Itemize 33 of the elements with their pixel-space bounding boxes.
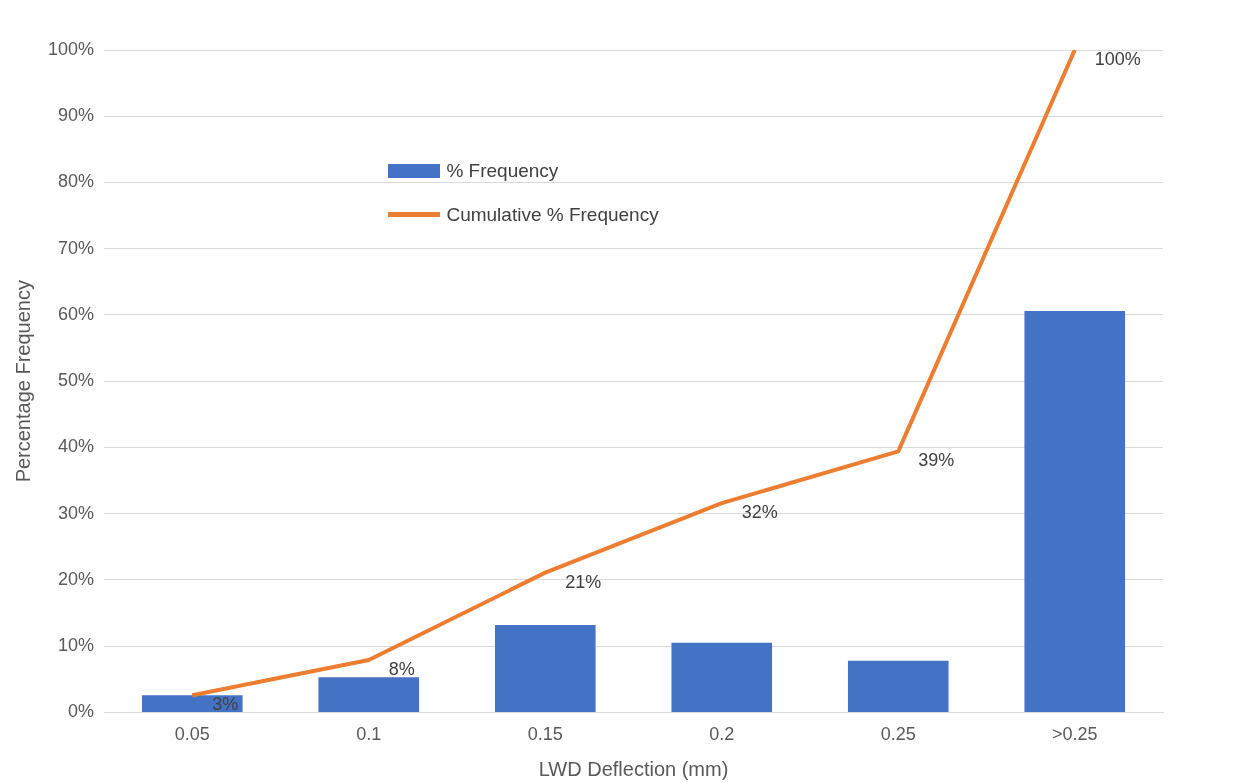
y-tick-label: 30% (58, 502, 95, 523)
y-tick-label: 90% (58, 105, 95, 126)
x-tick-label: 0.25 (880, 724, 916, 745)
data-label: 39% (918, 450, 955, 471)
legend-label: % Frequency (446, 159, 559, 182)
y-tick-label: 80% (58, 171, 95, 192)
data-label: 3% (212, 694, 239, 715)
x-tick-label: 0.15 (527, 724, 563, 745)
x-tick-label: >0.25 (1051, 724, 1098, 745)
x-axis-title: LWD Deflection (mm) (538, 757, 729, 780)
x-tick-label: 0.2 (709, 724, 735, 745)
y-tick-label: 50% (58, 370, 95, 391)
data-label: 32% (741, 502, 778, 523)
y-tick-label: 100% (47, 38, 95, 59)
y-tick-label: 10% (58, 635, 95, 656)
bar (141, 695, 243, 712)
bar (847, 660, 949, 712)
bar (494, 624, 596, 712)
y-axis-title: Percentage Frequency (11, 280, 34, 483)
bar (318, 677, 420, 712)
x-tick-label: 0.05 (174, 724, 210, 745)
bar (671, 642, 773, 712)
y-tick-label: 60% (58, 303, 95, 324)
y-tick-label: 70% (58, 237, 95, 258)
x-tick-label: 0.1 (356, 724, 382, 745)
legend-label: Cumulative % Frequency (446, 203, 659, 226)
data-label: 21% (565, 571, 602, 592)
data-label: 8% (388, 659, 415, 680)
data-label: 100% (1094, 48, 1141, 69)
y-tick-label: 40% (58, 436, 95, 457)
bar (1024, 310, 1126, 712)
y-tick-label: 0% (68, 701, 95, 722)
y-tick-label: 20% (58, 568, 95, 589)
